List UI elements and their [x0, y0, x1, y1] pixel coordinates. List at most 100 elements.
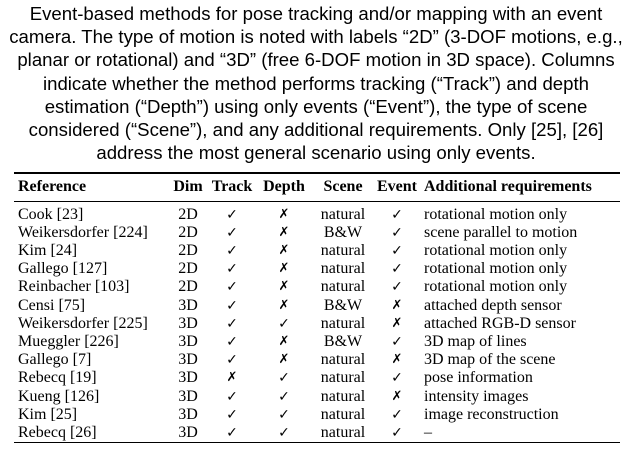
cell-track: ✓	[226, 352, 238, 369]
cell-scene: natural	[320, 387, 366, 405]
cell-scene: B&W	[323, 333, 363, 351]
cell-additional-requirements: pose information	[424, 369, 533, 387]
cell-event: ✓	[391, 261, 403, 278]
cell-dim: 2D	[178, 242, 198, 259]
header-event: Event	[377, 178, 417, 196]
table-top-rule	[14, 172, 620, 174]
cell-reference: Weikersdorfer [224]	[18, 223, 148, 241]
cell-event: ✓	[391, 334, 403, 351]
cell-event: ✗	[391, 388, 403, 404]
cell-event: ✓	[391, 206, 403, 223]
cell-reference: Cook [23]	[18, 205, 84, 223]
cell-additional-requirements: attached RGB-D sensor	[424, 314, 576, 332]
cell-dim: 2D	[178, 205, 198, 223]
cell-track: ✓	[226, 243, 238, 259]
cell-event: ✗	[391, 297, 403, 313]
cell-track: ✓	[226, 279, 238, 296]
header-track: Track	[211, 178, 253, 196]
table-row: Mueggler [226] 3D ✓ ✗ B&W ✓ 3D map of lines	[14, 333, 620, 351]
cell-scene: natural	[320, 314, 366, 332]
cell-dim: 3D	[178, 424, 198, 442]
cell-depth: ✓	[278, 370, 290, 387]
cell-depth: ✗	[278, 261, 290, 277]
cell-dim: 3D	[178, 387, 198, 405]
cell-track: ✗	[226, 370, 238, 386]
cell-depth: ✗	[278, 224, 290, 240]
table-row: Weikersdorfer [225] 3D ✓ ✓ natural ✗ attached …	[14, 315, 620, 333]
table-body: Cook [23] 2D ✓ ✗ natural ✓ rotational motion o…	[14, 202, 620, 443]
cell-reference: Gallego [127]	[18, 260, 108, 278]
cell-track: ✓	[226, 334, 238, 351]
table-row: Rebecq [19] 3D ✗ ✓ natural ✓ pose information	[14, 369, 620, 387]
header-scene: Scene	[323, 178, 363, 196]
table-row: Gallego [7] 3D ✓ ✗ natural ✗ 3D map of the sce…	[14, 351, 620, 369]
cell-dim: 3D	[178, 369, 198, 387]
cell-reference: Rebecq [19]	[18, 369, 97, 387]
cell-track: ✓	[226, 297, 238, 314]
header-dim: Dim	[173, 178, 203, 196]
cell-reference: Kim [24]	[18, 242, 78, 259]
cell-track: ✓	[226, 425, 238, 442]
table-row: Rebecq [26] 3D ✓ ✓ natural ✓ –	[14, 424, 620, 442]
cell-event: ✓	[391, 224, 403, 241]
cell-event: ✗	[391, 352, 403, 368]
comparison-table: Reference Dim Track Depth Scene Event Ad…	[14, 174, 620, 443]
cell-reference: Mueggler [226]	[18, 333, 119, 351]
cell-additional-requirements: rotational motion only	[424, 242, 568, 259]
cell-additional-requirements: image reconstruction	[424, 405, 559, 423]
cell-scene: natural	[320, 424, 366, 442]
cell-additional-requirements: intensity images	[424, 387, 529, 405]
cell-additional-requirements: rotational motion only	[424, 260, 568, 278]
cell-dim: 3D	[178, 314, 198, 332]
cell-dim: 3D	[178, 351, 198, 369]
cell-event: ✓	[391, 406, 403, 423]
table-row: Kueng [126] 3D ✓ ✓ natural ✗ intensity images	[14, 388, 620, 406]
cell-depth: ✓	[278, 425, 290, 442]
cell-event: ✓	[391, 425, 403, 442]
cell-additional-requirements: 3D map of lines	[424, 333, 527, 351]
table-bottom-rule	[14, 442, 620, 444]
cell-scene: natural	[320, 278, 366, 296]
cell-reference: Censi [75]	[18, 296, 86, 314]
cell-scene: natural	[320, 260, 366, 278]
cell-track: ✓	[226, 206, 238, 223]
cell-additional-requirements: rotational motion only	[424, 278, 568, 296]
header-depth: Depth	[263, 178, 305, 196]
cell-dim: 3D	[178, 405, 198, 423]
header-additional-requirements: Additional requirements	[424, 178, 592, 196]
cell-scene: B&W	[323, 223, 363, 241]
header-separator	[14, 200, 620, 202]
table-row: Censi [75] 3D ✓ ✗ B&W ✗ attached depth sensor	[14, 297, 620, 315]
table-row: Weikersdorfer [224] 2D ✓ ✗ B&W ✓ scene paralle…	[14, 224, 620, 242]
cell-track: ✓	[226, 388, 238, 405]
cell-depth: ✓	[278, 388, 290, 405]
header-row: Reference Dim Track Depth Scene Event Ad…	[14, 174, 620, 202]
cell-reference: Kueng [126]	[18, 387, 100, 405]
cell-dim: 2D	[178, 278, 198, 296]
table-row: Cook [23] 2D ✓ ✗ natural ✓ rotational motion o…	[14, 202, 620, 224]
comparison-table-container: Reference Dim Track Depth Scene Event Ad…	[14, 172, 620, 444]
cell-depth: ✗	[278, 243, 290, 258]
cell-track: ✓	[226, 224, 238, 241]
cell-reference: Weikersdorfer [225]	[18, 314, 148, 332]
cell-scene: B&W	[323, 296, 363, 314]
cell-event: ✓	[391, 243, 403, 259]
table-row: Kim [25] 3D ✓ ✓ natural ✓ image reconstruction	[14, 406, 620, 424]
cell-depth: ✗	[278, 206, 290, 222]
cell-scene: natural	[320, 351, 366, 369]
table-row: Kim [24] 2D ✓ ✗ natural ✓ rotational motion on…	[14, 242, 620, 260]
cell-event: ✗	[391, 315, 403, 331]
cell-additional-requirements: rotational motion only	[424, 205, 568, 223]
cell-depth: ✓	[278, 406, 290, 423]
cell-track: ✓	[226, 406, 238, 423]
table-row: Gallego [127] 2D ✓ ✗ natural ✓ rotational moti…	[14, 260, 620, 278]
cell-additional-requirements: 3D map of the scene	[424, 351, 556, 369]
cell-scene: natural	[320, 205, 366, 223]
cell-depth: ✗	[278, 297, 290, 313]
cell-event: ✓	[391, 370, 403, 387]
cell-depth: ✗	[278, 279, 290, 295]
cell-scene: natural	[320, 369, 366, 387]
cell-dim: 2D	[178, 223, 198, 241]
table-caption: Event-based methods for pose tracking an…	[9, 3, 623, 164]
cell-additional-requirements: attached depth sensor	[424, 296, 562, 314]
